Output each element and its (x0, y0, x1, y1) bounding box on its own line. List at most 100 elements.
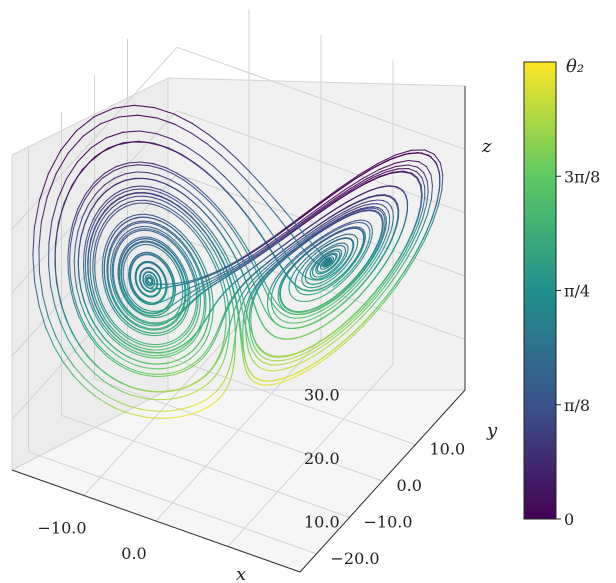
trajectory-segment (394, 198, 399, 205)
trajectory-segment (184, 406, 191, 409)
trajectory-segment (379, 231, 383, 239)
trajectory-segment (140, 330, 146, 333)
trajectory-segment (350, 211, 359, 216)
trajectory-segment (126, 368, 135, 373)
trajectory-segment (234, 297, 237, 303)
trajectory-segment (396, 203, 399, 212)
trajectory-segment (123, 281, 126, 287)
trajectory-segment (118, 258, 121, 265)
trajectory-segment (164, 350, 170, 353)
trajectory-segment (158, 219, 166, 224)
trajectory-segment (165, 353, 171, 356)
trajectory-segment (315, 222, 327, 230)
trajectory-segment (301, 316, 307, 319)
trajectory-segment (195, 281, 198, 288)
trajectory-segment (210, 320, 213, 325)
trajectory-segment (132, 242, 137, 246)
trajectory-segment (430, 174, 434, 187)
trajectory-segment (139, 343, 146, 347)
trajectory-segment (350, 177, 368, 189)
trajectory-segment (137, 324, 142, 328)
trajectory-segment (120, 316, 126, 322)
trajectory-segment (198, 311, 200, 316)
trajectory-segment (397, 230, 403, 243)
trajectory-segment (300, 254, 306, 259)
trajectory-segment (327, 330, 336, 337)
trajectory-segment (175, 266, 179, 272)
trajectory-segment (205, 214, 214, 224)
trajectory-segment (263, 306, 266, 312)
trajectory-segment (204, 316, 208, 321)
trajectory-segment (192, 246, 198, 253)
trajectory-segment (189, 285, 195, 289)
trajectory-segment (191, 363, 197, 368)
trajectory-segment (93, 372, 104, 382)
trajectory-segment (395, 217, 399, 227)
trajectory-segment (136, 353, 144, 357)
trajectory-segment (243, 319, 246, 324)
trajectory-segment (158, 247, 163, 251)
trajectory-segment (358, 269, 365, 277)
trajectory-segment (115, 248, 119, 255)
trajectory-segment (149, 240, 154, 243)
trajectory-segment (151, 200, 161, 205)
trajectory-segment (220, 245, 226, 253)
trajectory-segment (194, 331, 198, 336)
trajectory-segment (290, 353, 296, 356)
trajectory-segment (133, 307, 137, 311)
trajectory-segment (77, 217, 83, 233)
trajectory-segment (376, 208, 382, 212)
trajectory-segment (181, 272, 184, 278)
trajectory-segment (206, 286, 212, 291)
trajectory-segment (190, 255, 195, 262)
trajectory-segment (101, 222, 108, 231)
trajectory-segment (258, 231, 265, 240)
trajectory-segment (372, 207, 378, 210)
trajectory-segment (391, 256, 401, 270)
trajectory-segment (125, 342, 132, 347)
trajectory-segment (317, 188, 339, 205)
trajectory-segment (151, 226, 158, 230)
trajectory-segment (125, 231, 132, 236)
trajectory-segment (169, 193, 179, 200)
trajectory-segment (211, 305, 215, 310)
trajectory-segment (304, 255, 309, 260)
trajectory-segment (142, 355, 149, 358)
trajectory-segment (177, 371, 183, 375)
trajectory-segment (61, 307, 69, 325)
trajectory-segment (150, 193, 161, 198)
trajectory-segment (104, 251, 107, 260)
trajectory-segment (146, 216, 154, 220)
trajectory-segment (165, 390, 172, 392)
trajectory-segment (182, 344, 187, 348)
trajectory-segment (318, 245, 323, 249)
trajectory-segment (306, 248, 312, 253)
trajectory-segment (273, 232, 288, 244)
trajectory-segment (300, 352, 307, 356)
trajectory-segment (254, 188, 264, 200)
trajectory-segment (106, 256, 109, 265)
trajectory-segment (378, 247, 385, 257)
trajectory-segment (145, 222, 153, 225)
trajectory-segment (38, 221, 42, 249)
trajectory-segment (319, 305, 326, 309)
trajectory-segment (119, 344, 127, 350)
trajectory-segment (124, 243, 129, 248)
trajectory-segment (246, 257, 257, 265)
trajectory-segment (97, 319, 104, 329)
trajectory-segment (164, 398, 172, 401)
trajectory-segment (55, 152, 69, 175)
trajectory-segment (286, 251, 294, 258)
trajectory-segment (173, 372, 179, 376)
trajectory-segment (394, 273, 406, 290)
trajectory-segment (312, 361, 321, 368)
trajectory-segment (84, 253, 87, 267)
trajectory-segment (270, 293, 273, 298)
trajectory-segment (323, 196, 341, 209)
trajectory-segment (134, 216, 142, 219)
trajectory-segment (187, 250, 192, 257)
trajectory-segment (164, 245, 169, 250)
trajectory-segment (408, 168, 418, 173)
trajectory-segment (258, 296, 262, 302)
trajectory-segment (180, 252, 185, 258)
